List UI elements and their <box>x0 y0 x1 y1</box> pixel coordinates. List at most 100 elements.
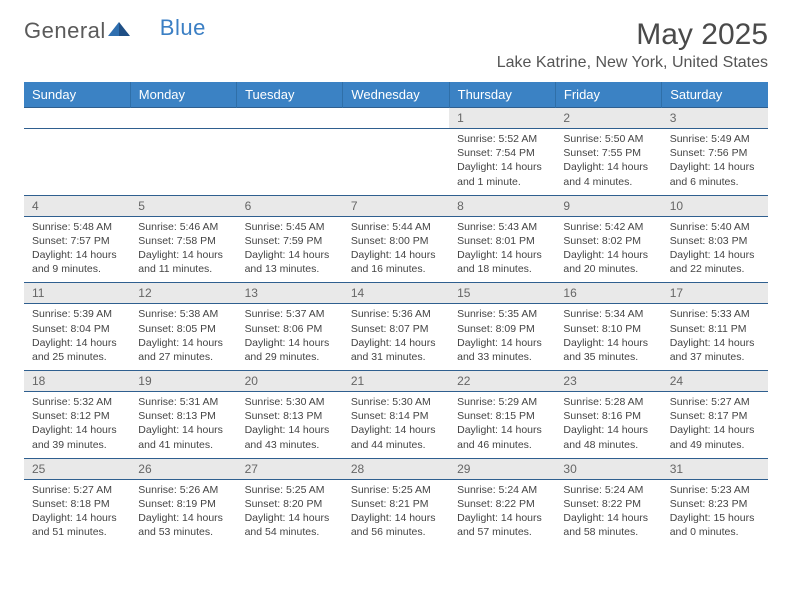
sunset-line: Sunset: 8:21 PM <box>351 497 441 511</box>
day-number-cell: 11 <box>24 283 130 304</box>
day-number-cell: 3 <box>662 108 768 129</box>
day-number-cell <box>130 108 236 129</box>
day-detail-cell: Sunrise: 5:38 AMSunset: 8:05 PMDaylight:… <box>130 304 236 371</box>
title-block: May 2025 Lake Katrine, New York, United … <box>497 18 768 72</box>
sunrise-line: Sunrise: 5:40 AM <box>670 220 760 234</box>
day-number-cell: 15 <box>449 283 555 304</box>
day-number-cell <box>24 108 130 129</box>
daylight-line: Daylight: 14 hours and 54 minutes. <box>245 511 335 539</box>
day-detail-cell: Sunrise: 5:27 AMSunset: 8:18 PMDaylight:… <box>24 479 130 545</box>
day-number-cell: 29 <box>449 458 555 479</box>
sunrise-line: Sunrise: 5:25 AM <box>245 483 335 497</box>
day-number-cell: 14 <box>343 283 449 304</box>
sunset-line: Sunset: 8:20 PM <box>245 497 335 511</box>
sunrise-line: Sunrise: 5:44 AM <box>351 220 441 234</box>
daylight-line: Daylight: 14 hours and 46 minutes. <box>457 423 547 451</box>
day-number-cell: 17 <box>662 283 768 304</box>
day-detail-cell: Sunrise: 5:45 AMSunset: 7:59 PMDaylight:… <box>237 216 343 283</box>
day-number-cell: 8 <box>449 195 555 216</box>
sunrise-line: Sunrise: 5:34 AM <box>563 307 653 321</box>
sunset-line: Sunset: 8:22 PM <box>457 497 547 511</box>
daylight-line: Daylight: 14 hours and 4 minutes. <box>563 160 653 188</box>
day-header: Sunday <box>24 82 130 108</box>
daylight-line: Daylight: 14 hours and 35 minutes. <box>563 336 653 364</box>
day-detail-cell: Sunrise: 5:24 AMSunset: 8:22 PMDaylight:… <box>449 479 555 545</box>
location: Lake Katrine, New York, United States <box>497 54 768 72</box>
sunset-line: Sunset: 8:06 PM <box>245 322 335 336</box>
sunset-line: Sunset: 8:10 PM <box>563 322 653 336</box>
day-number-cell: 26 <box>130 458 236 479</box>
sunset-line: Sunset: 8:16 PM <box>563 409 653 423</box>
sunrise-line: Sunrise: 5:27 AM <box>670 395 760 409</box>
daylight-line: Daylight: 14 hours and 48 minutes. <box>563 423 653 451</box>
logo-word-blue: Blue <box>160 15 206 41</box>
day-detail-cell: Sunrise: 5:28 AMSunset: 8:16 PMDaylight:… <box>555 392 661 459</box>
sunrise-line: Sunrise: 5:39 AM <box>32 307 122 321</box>
sunrise-line: Sunrise: 5:49 AM <box>670 132 760 146</box>
day-number-cell: 9 <box>555 195 661 216</box>
day-detail-cell: Sunrise: 5:44 AMSunset: 8:00 PMDaylight:… <box>343 216 449 283</box>
sunset-line: Sunset: 8:09 PM <box>457 322 547 336</box>
day-number-cell: 12 <box>130 283 236 304</box>
sunrise-line: Sunrise: 5:52 AM <box>457 132 547 146</box>
daylight-line: Daylight: 14 hours and 44 minutes. <box>351 423 441 451</box>
day-number-cell: 4 <box>24 195 130 216</box>
day-detail-cell: Sunrise: 5:27 AMSunset: 8:17 PMDaylight:… <box>662 392 768 459</box>
detail-row: Sunrise: 5:27 AMSunset: 8:18 PMDaylight:… <box>24 479 768 545</box>
detail-row: Sunrise: 5:39 AMSunset: 8:04 PM Daylight:… <box>24 304 768 371</box>
day-detail-cell: Sunrise: 5:32 AMSunset: 8:12 PMDaylight:… <box>24 392 130 459</box>
day-detail-cell: Sunrise: 5:25 AMSunset: 8:21 PMDaylight:… <box>343 479 449 545</box>
daylight-line: Daylight: 14 hours and 51 minutes. <box>32 511 122 539</box>
sunset-line: Sunset: 8:02 PM <box>563 234 653 248</box>
sunrise-line: Sunrise: 5:42 AM <box>563 220 653 234</box>
day-detail-cell: Sunrise: 5:46 AMSunset: 7:58 PMDaylight:… <box>130 216 236 283</box>
sunset-line: Sunset: 8:22 PM <box>563 497 653 511</box>
day-detail-cell <box>343 129 449 196</box>
sunset-line: Sunset: 8:19 PM <box>138 497 228 511</box>
day-number-cell: 10 <box>662 195 768 216</box>
sunset-line: Sunset: 7:57 PM <box>32 234 122 248</box>
sunset-line: Sunset: 8:04 PM <box>32 322 122 336</box>
day-detail-cell: Sunrise: 5:48 AMSunset: 7:57 PMDaylight:… <box>24 216 130 283</box>
daynum-row: 25262728293031 <box>24 458 768 479</box>
sunrise-line: Sunrise: 5:33 AM <box>670 307 760 321</box>
sunset-line: Sunset: 8:12 PM <box>32 409 122 423</box>
sunset-line: Sunset: 7:58 PM <box>138 234 228 248</box>
day-number-cell: 2 <box>555 108 661 129</box>
sunrise-line: Sunrise: 5:24 AM <box>563 483 653 497</box>
sunset-line: Sunset: 8:05 PM <box>138 322 228 336</box>
day-number-cell: 19 <box>130 371 236 392</box>
day-header-row: SundayMondayTuesdayWednesdayThursdayFrid… <box>24 82 768 108</box>
day-detail-cell: Sunrise: 5:52 AMSunset: 7:54 PMDaylight:… <box>449 129 555 196</box>
day-detail-cell: Sunrise: 5:36 AMSunset: 8:07 PMDaylight:… <box>343 304 449 371</box>
day-detail-cell: Sunrise: 5:34 AMSunset: 8:10 PMDaylight:… <box>555 304 661 371</box>
daylight-line: Daylight: 14 hours and 18 minutes. <box>457 248 547 276</box>
sunrise-line: Sunrise: 5:50 AM <box>563 132 653 146</box>
day-number-cell: 22 <box>449 371 555 392</box>
day-detail-cell: Sunrise: 5:25 AMSunset: 8:20 PMDaylight:… <box>237 479 343 545</box>
day-detail-cell: Sunrise: 5:30 AMSunset: 8:14 PMDaylight:… <box>343 392 449 459</box>
day-number-cell: 31 <box>662 458 768 479</box>
day-number-cell: 18 <box>24 371 130 392</box>
daylight-line: Daylight: 14 hours and 37 minutes. <box>670 336 760 364</box>
sunset-line: Sunset: 8:03 PM <box>670 234 760 248</box>
sunrise-line: Sunrise: 5:46 AM <box>138 220 228 234</box>
sunrise-line: Sunrise: 5:30 AM <box>351 395 441 409</box>
day-detail-cell: Sunrise: 5:30 AMSunset: 8:13 PMDaylight:… <box>237 392 343 459</box>
daylight-line: Daylight: 14 hours and 43 minutes. <box>245 423 335 451</box>
day-number-cell: 7 <box>343 195 449 216</box>
sunset-line: Sunset: 8:18 PM <box>32 497 122 511</box>
day-number-cell: 27 <box>237 458 343 479</box>
sunrise-line: Sunrise: 5:25 AM <box>351 483 441 497</box>
sunrise-line: Sunrise: 5:23 AM <box>670 483 760 497</box>
day-header: Thursday <box>449 82 555 108</box>
daylight-line: Daylight: 14 hours and 39 minutes. <box>32 423 122 451</box>
daylight-line: Daylight: 14 hours and 6 minutes. <box>670 160 760 188</box>
daylight-line: Daylight: 14 hours and 22 minutes. <box>670 248 760 276</box>
day-detail-cell: Sunrise: 5:24 AMSunset: 8:22 PMDaylight:… <box>555 479 661 545</box>
day-number-cell: 1 <box>449 108 555 129</box>
sunset-line: Sunset: 7:56 PM <box>670 146 760 160</box>
daylight-line: Daylight: 14 hours and 13 minutes. <box>245 248 335 276</box>
day-number-cell: 6 <box>237 195 343 216</box>
daylight-line: Daylight: 14 hours and 16 minutes. <box>351 248 441 276</box>
